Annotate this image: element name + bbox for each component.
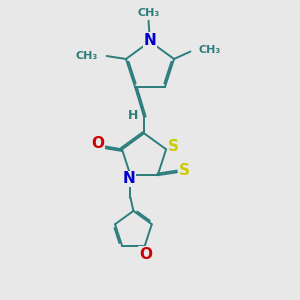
- Text: CH₃: CH₃: [76, 51, 98, 61]
- Text: CH₃: CH₃: [199, 45, 221, 55]
- Text: H: H: [128, 109, 138, 122]
- Text: O: O: [139, 247, 152, 262]
- Text: CH₃: CH₃: [137, 8, 160, 18]
- Text: S: S: [179, 163, 190, 178]
- Text: N: N: [144, 32, 156, 47]
- Text: N: N: [123, 171, 135, 186]
- Text: O: O: [91, 136, 104, 152]
- Text: S: S: [168, 139, 179, 154]
